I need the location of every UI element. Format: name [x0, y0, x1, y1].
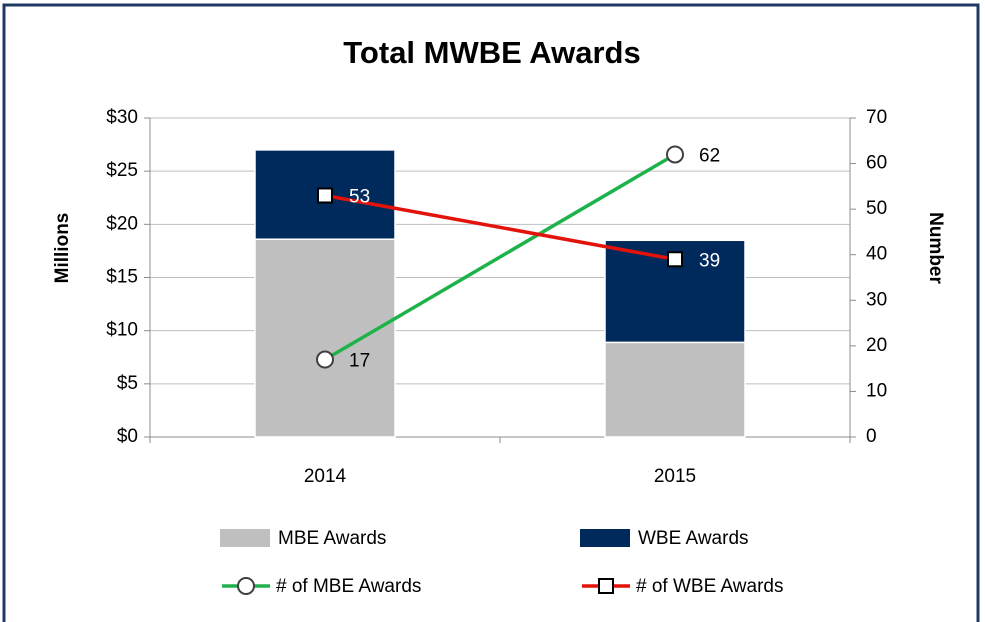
y2-tick-label: 40: [866, 244, 887, 265]
data-label: 17: [349, 351, 370, 372]
y2-tick-label: 30: [866, 289, 887, 310]
y-tick-label: $25: [106, 160, 138, 181]
x-tick-label: 2014: [304, 466, 347, 487]
y2-tick-label: 20: [866, 335, 887, 356]
x-tick-label: 2015: [654, 466, 696, 487]
y-tick-label: $20: [106, 213, 138, 234]
y2-tick-label: 0: [866, 426, 877, 447]
y-tick-label: $30: [106, 107, 138, 128]
y-tick-label: $0: [117, 426, 138, 447]
y2-axis-title: Number: [925, 212, 946, 284]
y2-tick-label: 10: [866, 380, 887, 401]
marker: [667, 251, 683, 268]
chart-title: Total MWBE Awards: [343, 35, 640, 70]
legend-swatch: [220, 529, 270, 547]
legend-label: # of MBE Awards: [276, 576, 421, 597]
y2-tick-label: 60: [866, 153, 887, 174]
data-label: 53: [349, 186, 370, 207]
y-tick-label: $15: [106, 267, 138, 288]
frame: [2, 3, 980, 622]
line: [324, 152, 676, 362]
legend-marker: [237, 577, 255, 595]
legend-swatch: [580, 529, 630, 547]
legend-label: # of WBE Awards: [636, 576, 784, 597]
y-tick-label: $5: [117, 373, 138, 394]
y-tick-label: $10: [106, 320, 138, 341]
line: [324, 193, 676, 261]
legend-label: MBE Awards: [278, 528, 386, 549]
bar: [604, 341, 746, 438]
y2-tick-label: 50: [866, 198, 887, 219]
data-label: 62: [699, 145, 720, 166]
y-axis-title: Millions: [52, 213, 73, 284]
y2-tick-label: 70: [866, 107, 887, 128]
legend-marker: [598, 578, 614, 594]
bar: [254, 238, 396, 438]
legend-label: WBE Awards: [638, 528, 749, 549]
data-label: 39: [699, 250, 720, 271]
marker: [666, 145, 684, 164]
marker: [316, 350, 334, 369]
marker: [317, 187, 333, 204]
